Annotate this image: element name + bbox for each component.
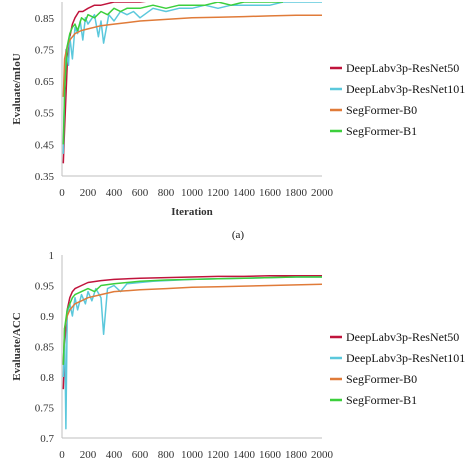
x-tick-label: 200 — [80, 187, 97, 199]
x-tick-label: 1000 — [181, 449, 204, 461]
legend-label: DeepLabv3p-ResNet50 — [346, 61, 459, 75]
x-tick-label: 0 — [59, 187, 65, 199]
y-tick-label: 0.55 — [35, 108, 55, 120]
miou-chart: 0 200 400 600 800 1000 1200 1400 1600 1800 2000 0.3… — [11, 2, 465, 218]
y-tick-label: 0.9 — [40, 311, 54, 323]
y-tick-label: 0.65 — [35, 76, 55, 88]
x-tick-label: 800 — [158, 187, 175, 199]
y-tick-label: 1 — [49, 250, 55, 262]
legend-label: DeepLabv3p-ResNet101 — [346, 351, 465, 365]
series-line-segformer-b0 — [62, 14, 322, 97]
x-tick-label: 0 — [59, 449, 65, 461]
x-tick-label: 1600 — [259, 187, 282, 199]
series-line-segformer-b0 — [62, 283, 322, 365]
series-line-segformer-b1 — [62, 276, 322, 365]
x-tick-label: 1000 — [181, 187, 204, 199]
legend-label: DeepLabv3p-ResNet101 — [346, 82, 465, 96]
x-tick-label: 800 — [158, 449, 175, 461]
y-tick-label: 0.95 — [35, 281, 55, 293]
legend-label: DeepLabv3p-ResNet50 — [346, 330, 459, 344]
x-tick-label: 2000 — [311, 187, 334, 199]
x-tick-label: 1800 — [285, 187, 308, 199]
legend-label: SegFormer-B1 — [346, 124, 417, 138]
y-tick-label: 0.35 — [35, 171, 55, 183]
y-tick-label: 0.7 — [40, 433, 54, 445]
x-tick-label: 1800 — [285, 449, 308, 461]
legend-label: SegFormer-B0 — [346, 372, 417, 386]
series-line-deeplabv3p-resnet101 — [62, 2, 322, 154]
acc-chart: 0 200 400 600 800 1000 1200 1400 1600 1800 2000 0.7… — [11, 229, 465, 461]
y-axis-title: Evaluate/mIoU — [11, 53, 23, 125]
x-tick-label: 600 — [132, 187, 149, 199]
panel-label: (a) — [232, 229, 245, 241]
y-tick-label: 0.75 — [35, 403, 55, 415]
x-tick-label: 1400 — [233, 449, 256, 461]
x-tick-label: 1400 — [233, 187, 256, 199]
x-tick-label: 1200 — [207, 187, 230, 199]
x-tick-label: 200 — [80, 449, 97, 461]
x-tick-label: 2000 — [311, 449, 334, 461]
x-tick-label: 600 — [132, 449, 149, 461]
y-tick-label: 0.85 — [35, 342, 55, 354]
y-axis-title: Evaluate/ACC — [11, 312, 23, 381]
series-line-segformer-b1 — [62, 2, 283, 145]
legend-label: SegFormer-B0 — [346, 103, 417, 117]
x-tick-label: 400 — [106, 449, 123, 461]
y-tick-label: 0.45 — [35, 139, 55, 151]
series-line-deeplabv3p-resnet50 — [62, 274, 322, 390]
legend-label: SegFormer-B1 — [346, 393, 417, 407]
x-tick-label: 1200 — [207, 449, 230, 461]
y-tick-label: 0.8 — [40, 372, 54, 384]
series-line-deeplabv3p-resnet101 — [62, 276, 322, 430]
y-tick-label: 0.85 — [35, 13, 55, 25]
x-tick-label: 400 — [106, 187, 123, 199]
x-tick-label: 1600 — [259, 449, 282, 461]
x-axis-title: Iteration — [171, 206, 213, 218]
y-tick-label: 0.75 — [35, 44, 55, 56]
